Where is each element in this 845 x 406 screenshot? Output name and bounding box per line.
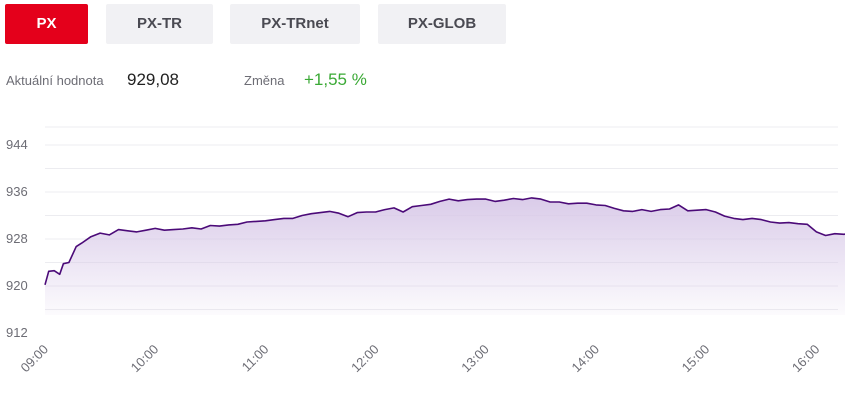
y-tick-label: 928 bbox=[6, 231, 28, 246]
change-label: Změna bbox=[244, 73, 285, 88]
y-tick-label: 920 bbox=[6, 278, 28, 293]
tab-px-glob[interactable]: PX-GLOB bbox=[378, 4, 506, 44]
y-axis: 944 936 928 920 912 bbox=[6, 137, 28, 340]
chart-area-fill bbox=[45, 197, 845, 315]
x-tick-label: 13:00 bbox=[458, 342, 492, 376]
x-tick-label: 16:00 bbox=[789, 342, 823, 376]
tab-px[interactable]: PX bbox=[5, 4, 88, 44]
x-tick-label: 11:00 bbox=[239, 342, 272, 375]
x-tick-label: 10:00 bbox=[128, 342, 162, 376]
current-value-label: Aktuální hodnota bbox=[6, 73, 104, 88]
x-tick-label: 12:00 bbox=[348, 342, 382, 376]
y-tick-label: 936 bbox=[6, 184, 28, 199]
x-axis: 09:00 10:00 11:00 12:00 13:00 14:00 15:00 16:00 bbox=[18, 342, 823, 376]
tab-px-trnet[interactable]: PX-TRnet bbox=[230, 4, 360, 44]
change-value: +1,55 % bbox=[304, 70, 367, 89]
tab-px-tr[interactable]: PX-TR bbox=[106, 4, 213, 44]
y-tick-label: 944 bbox=[6, 137, 28, 152]
y-tick-label: 912 bbox=[6, 325, 28, 340]
x-tick-label: 14:00 bbox=[569, 342, 603, 376]
current-value: 929,08 bbox=[127, 70, 179, 89]
stats-bar: Aktuální hodnota 929,08 Změna +1,55 % bbox=[6, 70, 836, 94]
x-tick-label: 15:00 bbox=[679, 342, 713, 376]
x-tick-label: 09:00 bbox=[18, 342, 52, 376]
chart-series-line bbox=[44, 197, 845, 286]
